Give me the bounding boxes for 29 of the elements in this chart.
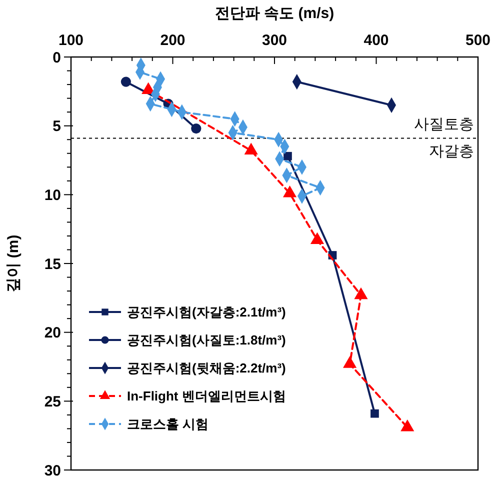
point (120, 76, 131, 87)
legend-label: 공진주시험(자갈층:2.1t/m³) (127, 304, 286, 320)
point (310, 232, 324, 244)
y-tick-label: 0 (52, 49, 61, 66)
x-tick-label: 200 (160, 32, 186, 49)
y-axis-title: 깊이 (m) (5, 234, 22, 292)
x-axis-title: 전단파 속도 (m/s) (214, 5, 334, 22)
point (354, 287, 368, 300)
y-tick-label: 25 (44, 393, 61, 410)
x-tick-label: 500 (465, 32, 491, 49)
x-tick-label: 100 (58, 32, 84, 49)
y-tick-label: 30 (44, 462, 61, 480)
point (284, 152, 292, 160)
legend-label: In-Flight 벤더엘리먼트시험 (127, 388, 286, 404)
x-tick-label: 400 (364, 32, 389, 49)
annotation: 자갈층 (429, 143, 474, 160)
point (191, 124, 202, 134)
legend-label: 공진주시험(사질토:1.8t/m³) (127, 332, 286, 348)
y-tick-label: 20 (44, 324, 61, 342)
x-tick-label: 300 (262, 32, 288, 49)
y-tick-label: 5 (52, 118, 61, 136)
y-tick-label: 10 (44, 186, 61, 204)
point (370, 409, 379, 418)
point (400, 419, 414, 432)
legend-label: 크로스홀 시험 (127, 416, 209, 432)
y-tick-label: 15 (44, 256, 61, 273)
annotation: 사질토층 (414, 116, 474, 134)
legend-label: 공진주시험(뒷채움:2.2t/m³) (127, 360, 286, 376)
point (343, 356, 357, 368)
